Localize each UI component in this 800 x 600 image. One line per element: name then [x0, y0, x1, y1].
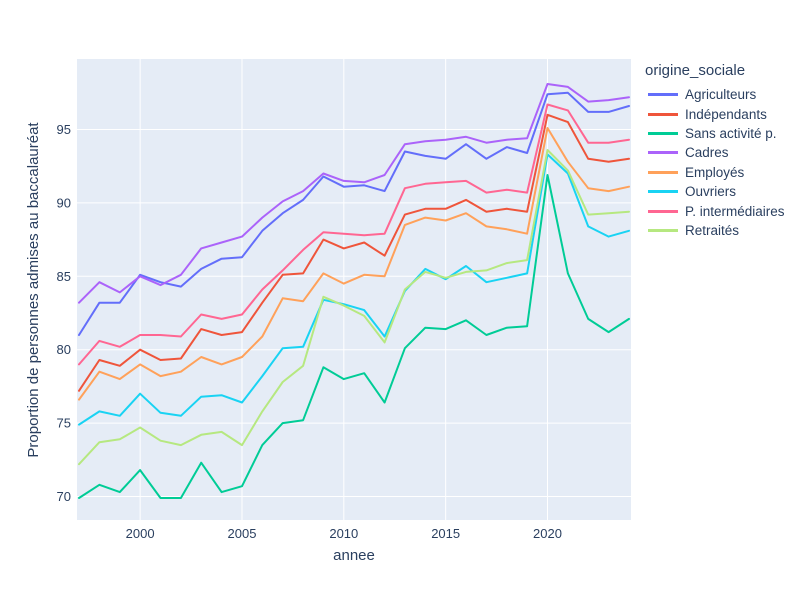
legend-title: origine_sociale	[645, 62, 746, 79]
x-tick-label: 2005	[228, 526, 257, 541]
x-tick-label: 2020	[533, 526, 562, 541]
y-tick-label: 95	[57, 122, 71, 137]
legend-item-label: Indépendants	[685, 106, 767, 122]
series-line-p-intermediaires[interactable]	[78, 103, 630, 366]
y-tick-label: 70	[57, 489, 71, 504]
y-tick-labels: 70 75 80 85 90 95	[57, 122, 71, 504]
y-tick-label: 85	[57, 269, 71, 284]
y-axis-title: Proportion de personnes admises au bacca…	[25, 122, 42, 458]
series-line-cadres[interactable]	[78, 83, 630, 304]
legend-item-sans-activite-p[interactable]: Sans activité p.	[643, 124, 785, 143]
y-tick-label: 90	[57, 195, 71, 210]
x-tick-labels: 2000 2005 2010 2015 2020	[126, 526, 562, 541]
legend-item-agriculteurs[interactable]: Agriculteurs	[643, 85, 785, 104]
legend-item-label: Cadres	[685, 145, 729, 161]
legend-line-swatch-cadres	[648, 151, 678, 155]
legend-line-swatch-ouvriers	[648, 190, 678, 194]
legend-item-label: Employés	[685, 164, 745, 180]
series-line-employes[interactable]	[78, 127, 630, 401]
legend-line-swatch-retraites	[648, 228, 678, 232]
y-tick-label: 75	[57, 416, 71, 431]
legend-item-p-intermediaires[interactable]: P. intermédiaires	[643, 201, 785, 220]
series-line-ouvriers[interactable]	[78, 153, 630, 426]
series-line-independants[interactable]	[78, 113, 630, 392]
x-tick-label: 2015	[431, 526, 460, 541]
legend-line-swatch-sans-activite-p	[648, 131, 678, 135]
series-lines	[78, 83, 630, 499]
legend-item-retraites[interactable]: Retraités	[643, 221, 785, 240]
legend-items: Agriculteurs Indépendants Sans activité p.…	[643, 85, 785, 240]
legend-item-label: Retraités	[685, 222, 740, 238]
legend-line-swatch-independants	[648, 112, 678, 116]
legend-line-swatch-employes	[648, 170, 678, 174]
legend-item-label: P. intermédiaires	[685, 203, 785, 219]
legend-item-independants[interactable]: Indépendants	[643, 104, 785, 123]
series-line-sans-activite-p[interactable]	[78, 174, 630, 499]
legend-item-ouvriers[interactable]: Ouvriers	[643, 182, 785, 201]
legend-item-label: Sans activité p.	[685, 125, 777, 141]
legend-line-swatch-agriculteurs	[648, 93, 678, 97]
series-line-agriculteurs[interactable]	[78, 91, 630, 336]
series-line-retraites[interactable]	[78, 149, 630, 466]
y-tick-label: 80	[57, 342, 71, 357]
legend-item-label: Ouvriers	[685, 184, 737, 200]
legend-item-label: Agriculteurs	[685, 87, 757, 103]
legend-item-employes[interactable]: Employés	[643, 163, 785, 182]
x-tick-label: 2000	[126, 526, 155, 541]
legend-item-cadres[interactable]: Cadres	[643, 143, 785, 162]
x-axis-title: annee	[333, 547, 375, 564]
legend: origine_sociale Agriculteurs Indépendants…	[643, 62, 785, 240]
x-tick-label: 2010	[329, 526, 358, 541]
legend-line-swatch-p-intermediaires	[648, 209, 678, 213]
